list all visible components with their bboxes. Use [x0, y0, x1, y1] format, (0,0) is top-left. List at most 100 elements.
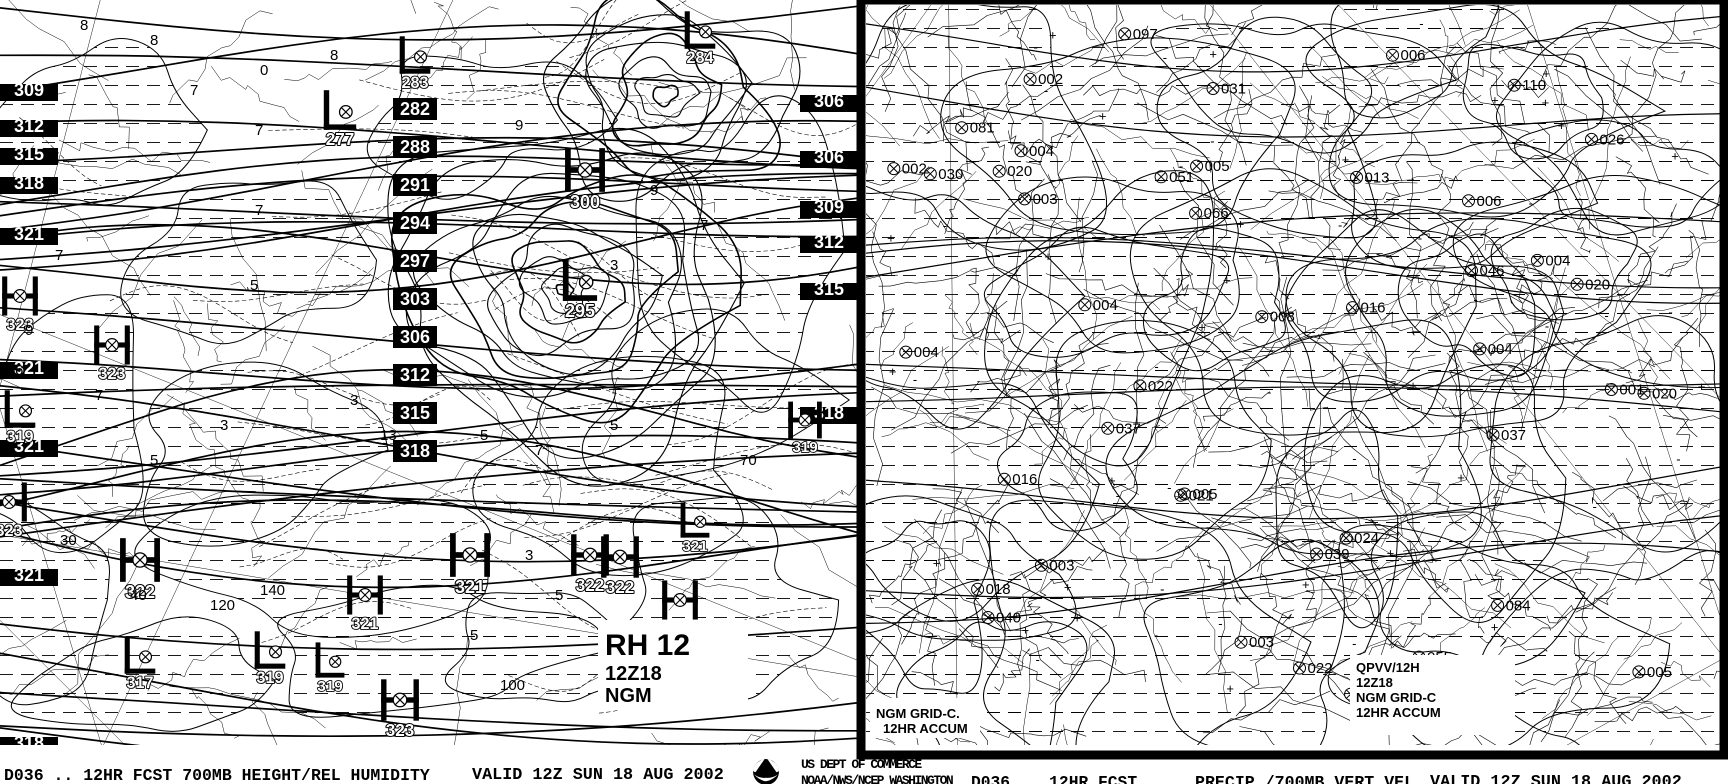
svg-text:003: 003: [1249, 634, 1274, 651]
svg-text:004: 004: [914, 344, 939, 361]
svg-text:+: +: [1022, 623, 1030, 638]
svg-text:13: 13: [380, 427, 397, 444]
svg-text:5: 5: [480, 427, 488, 444]
svg-text:+: +: [1223, 273, 1231, 288]
svg-text:3: 3: [525, 547, 533, 564]
svg-text:7: 7: [255, 122, 263, 139]
svg-text:006: 006: [1477, 193, 1502, 210]
svg-text:-: -: [1034, 39, 1038, 54]
svg-text:283: 283: [402, 74, 429, 92]
svg-text:100: 100: [500, 677, 525, 694]
svg-text:QPVV/12H: QPVV/12H: [1356, 660, 1420, 675]
svg-text:-: -: [1593, 499, 1597, 514]
svg-text:303: 303: [400, 289, 430, 309]
svg-text:+: +: [1409, 378, 1417, 393]
svg-text:120: 120: [210, 597, 235, 614]
svg-text:12Z18: 12Z18: [1356, 675, 1393, 690]
svg-text:323: 323: [99, 365, 126, 383]
svg-text:037: 037: [1501, 427, 1526, 444]
svg-text:013: 013: [1365, 169, 1390, 186]
svg-text:+: +: [1073, 611, 1081, 626]
svg-text:30: 30: [60, 532, 77, 549]
svg-text:-: -: [925, 164, 929, 179]
svg-text:-: -: [1154, 359, 1158, 374]
svg-text:016: 016: [1361, 300, 1386, 317]
svg-text:9: 9: [515, 117, 523, 134]
svg-text:-: -: [1668, 305, 1672, 320]
svg-text:3: 3: [220, 417, 228, 434]
svg-text:+: +: [887, 230, 895, 245]
svg-text:+: +: [1558, 118, 1566, 133]
svg-text:8: 8: [150, 32, 158, 49]
svg-text:12HR ACCUM: 12HR ACCUM: [883, 721, 968, 736]
svg-text:322: 322: [606, 578, 635, 597]
svg-text:020: 020: [1585, 276, 1610, 293]
svg-text:-: -: [1338, 218, 1342, 233]
svg-text:284: 284: [687, 49, 714, 67]
svg-text:315: 315: [14, 144, 44, 164]
svg-text:+: +: [1387, 545, 1395, 560]
svg-text:022: 022: [1308, 660, 1333, 677]
svg-text:-: -: [1116, 488, 1120, 503]
svg-text:3: 3: [350, 392, 358, 409]
svg-text:+: +: [1302, 577, 1310, 592]
svg-text:7: 7: [55, 247, 63, 264]
svg-text:294: 294: [400, 213, 430, 233]
svg-text:-: -: [1179, 158, 1183, 173]
svg-text:-: -: [1528, 386, 1532, 401]
svg-text:005: 005: [1193, 486, 1218, 503]
svg-text:-: -: [1167, 480, 1171, 495]
svg-text:288: 288: [400, 137, 430, 157]
svg-text:018: 018: [986, 581, 1011, 598]
svg-text:321: 321: [352, 615, 379, 633]
svg-text:+: +: [1198, 320, 1206, 335]
svg-text:097: 097: [1133, 26, 1158, 43]
svg-text:016: 016: [1012, 471, 1037, 488]
svg-text:+: +: [1698, 379, 1706, 394]
svg-text:321: 321: [14, 565, 44, 585]
svg-text:NGM GRID-C.: NGM GRID-C.: [876, 706, 960, 721]
svg-text:7: 7: [190, 82, 198, 99]
svg-text:282: 282: [400, 99, 430, 119]
svg-text:3: 3: [610, 257, 618, 274]
svg-text:318: 318: [400, 441, 430, 461]
svg-text:003: 003: [1033, 191, 1058, 208]
svg-text:004: 004: [1029, 143, 1054, 160]
svg-text:0: 0: [260, 62, 268, 79]
svg-text:306: 306: [814, 147, 844, 167]
svg-text:+: +: [1237, 217, 1245, 232]
svg-text:300: 300: [570, 192, 600, 212]
svg-text:-: -: [1163, 50, 1167, 65]
svg-text:NGM: NGM: [605, 685, 652, 707]
svg-text:309: 309: [814, 197, 844, 217]
svg-text:+: +: [1064, 580, 1072, 595]
svg-text:020: 020: [1007, 163, 1032, 180]
svg-text:084: 084: [1506, 597, 1531, 614]
svg-text:+: +: [1049, 27, 1057, 42]
svg-text:046: 046: [1480, 263, 1505, 280]
svg-text:319: 319: [792, 439, 817, 456]
svg-text:003: 003: [1049, 557, 1074, 574]
svg-text:295: 295: [565, 301, 595, 321]
svg-text:024: 024: [1354, 530, 1379, 547]
svg-text:+: +: [1671, 148, 1679, 163]
svg-text:-: -: [1419, 16, 1423, 31]
svg-text:5: 5: [250, 277, 258, 294]
svg-text:7: 7: [95, 387, 103, 404]
svg-text:6: 6: [15, 362, 23, 379]
svg-text:081: 081: [970, 120, 995, 137]
svg-text:-: -: [1676, 452, 1680, 467]
svg-text:-: -: [1352, 451, 1356, 466]
svg-text:12HR ACCUM: 12HR ACCUM: [1356, 705, 1441, 720]
svg-text:12Z18: 12Z18: [605, 663, 662, 685]
svg-text:004: 004: [1093, 297, 1118, 314]
svg-text:-: -: [1402, 421, 1406, 436]
svg-text:022: 022: [1148, 378, 1173, 395]
svg-text:-: -: [1032, 91, 1036, 106]
svg-text:-: -: [1036, 652, 1040, 667]
svg-text:323: 323: [386, 721, 415, 740]
svg-text:318: 318: [14, 173, 44, 193]
svg-text:312: 312: [400, 365, 430, 385]
svg-text:-: -: [943, 218, 947, 233]
svg-text:277: 277: [326, 130, 355, 149]
